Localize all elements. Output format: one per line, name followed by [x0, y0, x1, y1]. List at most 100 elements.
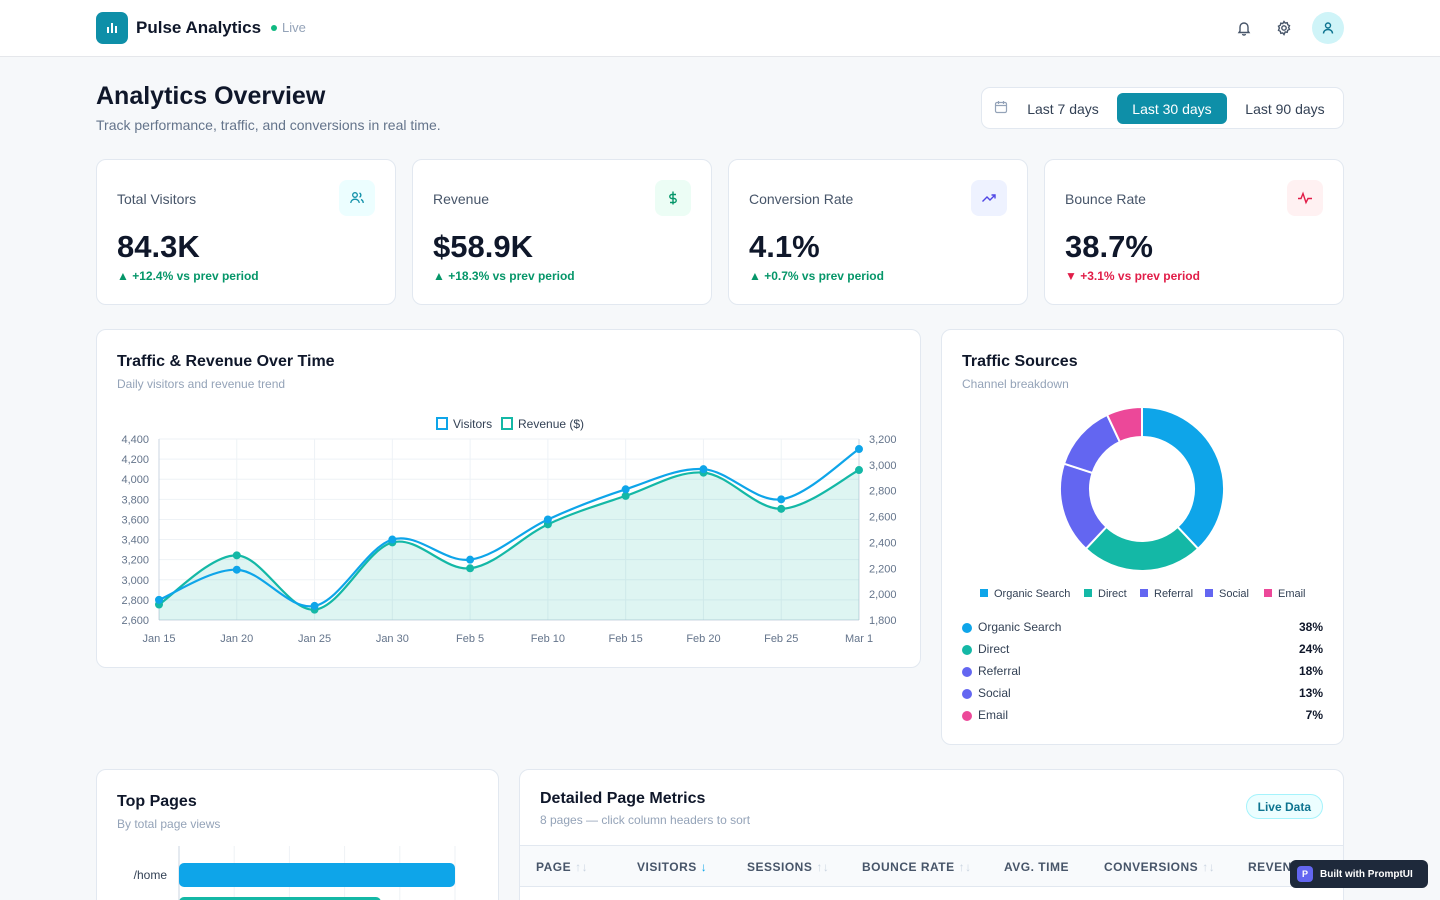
card-subtitle: 8 pages — click column headers to sort — [540, 813, 751, 827]
range-30-days-button[interactable]: Last 30 days — [1117, 93, 1227, 124]
kpi-delta: ▲ +0.7% vs prev period — [749, 269, 884, 283]
visitors-point — [388, 535, 397, 544]
column-header-bounce-rate[interactable]: BOUNCE RATE ↑↓ — [862, 860, 972, 874]
kpi-card-visitors: Total Visitors 84.3K ▲ +12.4% vs prev pe… — [96, 159, 396, 305]
calendar-icon — [994, 100, 1008, 119]
card-title: Traffic Sources — [962, 353, 1078, 370]
legend-label: Social — [1219, 588, 1249, 600]
visitors-line — [158, 448, 860, 608]
revenue-area — [159, 470, 859, 620]
source-name: Social — [978, 686, 1011, 700]
card-title: Top Pages — [117, 793, 197, 810]
y-tick-label-left: 3,000 — [121, 575, 149, 587]
kpi-value: 84.3K — [117, 229, 200, 264]
gear-icon[interactable] — [1270, 14, 1298, 42]
legend-label: Revenue ($) — [518, 417, 584, 431]
y-tick-label-right: 2,200 — [869, 563, 897, 575]
kpi-delta: ▼ +3.1% vs prev period — [1065, 269, 1200, 283]
visitors-point — [466, 555, 475, 564]
y-tick-label-right: 2,000 — [869, 589, 897, 601]
page-title: Analytics Overview — [96, 82, 326, 110]
column-header-conversions[interactable]: CONVERSIONS ↑↓ — [1104, 860, 1215, 874]
y-tick-label-right: 2,600 — [869, 512, 897, 524]
y-tick-label-left: 4,400 — [121, 434, 149, 446]
column-header-sessions[interactable]: SESSIONS ↑↓ — [747, 860, 829, 874]
legend-label: Email — [1278, 588, 1306, 600]
bar-chart-icon — [96, 12, 128, 44]
kpi-label: Bounce Rate — [1065, 191, 1146, 207]
source-dot — [962, 645, 972, 655]
legend-swatch — [501, 417, 513, 430]
kpi-delta-text: +0.7% vs prev period — [764, 269, 884, 283]
x-tick-label: Jan 15 — [142, 633, 175, 645]
source-name: Direct — [978, 642, 1010, 656]
live-status: Live — [271, 20, 306, 35]
kpi-card-revenue: Revenue $58.9K ▲ +18.3% vs prev period — [412, 159, 712, 305]
kpi-value: $58.9K — [433, 229, 533, 264]
x-tick-label: Mar 1 — [845, 633, 873, 645]
legend-label: Direct — [1098, 588, 1127, 600]
legend-label: Visitors — [453, 417, 492, 431]
kpi-card-conversion: Conversion Rate 4.1% ▲ +0.7% vs prev per… — [728, 159, 1028, 305]
kpi-value: 4.1% — [749, 229, 820, 264]
visitors-point — [855, 445, 863, 454]
built-with-badge[interactable]: P Built with PromptUI — [1290, 860, 1428, 888]
page-subtitle: Track performance, traffic, and conversi… — [96, 117, 441, 133]
y-tick-label-left: 2,800 — [121, 595, 149, 607]
column-header-avg-time[interactable]: AVG. TIME — [1004, 860, 1069, 874]
kpi-label: Total Visitors — [117, 191, 197, 207]
card-subtitle: Daily visitors and revenue trend — [117, 377, 286, 391]
range-90-days-button[interactable]: Last 90 days — [1245, 100, 1325, 117]
donut-slice — [1105, 405, 1143, 444]
kpi-delta: ▲ +12.4% vs prev period — [117, 269, 259, 283]
source-percent: 24% — [1298, 642, 1323, 656]
source-dot — [962, 667, 972, 677]
promptui-logo-icon: P — [1297, 866, 1313, 882]
users-icon — [339, 180, 375, 216]
x-tick-label: Jan 25 — [298, 633, 331, 645]
column-header-label: SESSIONS — [747, 860, 813, 874]
legend-swatch — [1205, 589, 1213, 597]
x-tick-label: Feb 5 — [456, 633, 484, 645]
x-tick-label: Feb 15 — [609, 633, 643, 645]
source-name: Organic Search — [978, 620, 1062, 634]
y-tick-label-left: 3,600 — [121, 514, 149, 526]
kpi-value: 38.7% — [1065, 229, 1153, 264]
x-tick-label: Feb 25 — [764, 633, 798, 645]
live-status-label: Live — [282, 20, 306, 35]
legend-label: Organic Search — [994, 588, 1070, 600]
column-header-visitors[interactable]: VISITORS ↓ — [637, 860, 707, 874]
table-header: PAGE ↑↓ VISITORS ↓ SESSIONS ↑↓ BOUNCE RATE ↑… — [520, 845, 1343, 887]
app-title: Pulse Analytics — [136, 18, 262, 37]
x-tick-label: Feb 20 — [686, 633, 720, 645]
card-subtitle: Channel breakdown — [962, 377, 1069, 391]
kpi-label: Conversion Rate — [749, 191, 854, 207]
y-tick-label-right: 1,800 — [869, 615, 897, 627]
page-metrics-card: Detailed Page Metrics 8 pages — click co… — [519, 769, 1344, 900]
sort-desc-icon: ↓ — [700, 860, 708, 874]
user-icon — [1322, 22, 1334, 34]
y-tick-label-left: 3,200 — [121, 555, 149, 567]
source-row: Organic Search 38% — [962, 618, 1323, 638]
avatar[interactable] — [1312, 12, 1344, 44]
column-header-page[interactable]: PAGE ↑↓ — [536, 860, 588, 874]
source-dot — [962, 711, 972, 721]
source-percent: 7% — [1305, 708, 1323, 722]
card-title: Traffic & Revenue Over Time — [117, 353, 335, 370]
traffic-line-chart: 2,600 2,800 3,000 3,200 3,400 3,600 3,800 4,000… — [121, 417, 897, 645]
column-header-label: PAGE — [536, 860, 572, 874]
kpi-label: Revenue — [433, 191, 490, 207]
revenue-point — [621, 491, 630, 500]
range-7-days-button[interactable]: Last 7 days — [1027, 100, 1099, 117]
bell-icon[interactable] — [1230, 14, 1258, 42]
column-header-label: BOUNCE RATE — [862, 860, 955, 874]
date-range-selector: Last 7 days Last 30 days Last 90 days — [981, 87, 1344, 129]
sort-icon: ↑↓ — [575, 860, 589, 874]
trending-up-icon — [971, 180, 1007, 216]
x-tick-label: Jan 20 — [220, 633, 253, 645]
visitors-point — [621, 485, 630, 494]
y-tick-label-right: 3,200 — [869, 434, 897, 446]
traffic-chart-card: Traffic & Revenue Over Time Daily visito… — [96, 329, 921, 668]
y-tick-label-right: 2,400 — [869, 537, 897, 549]
revenue-line — [158, 469, 860, 611]
